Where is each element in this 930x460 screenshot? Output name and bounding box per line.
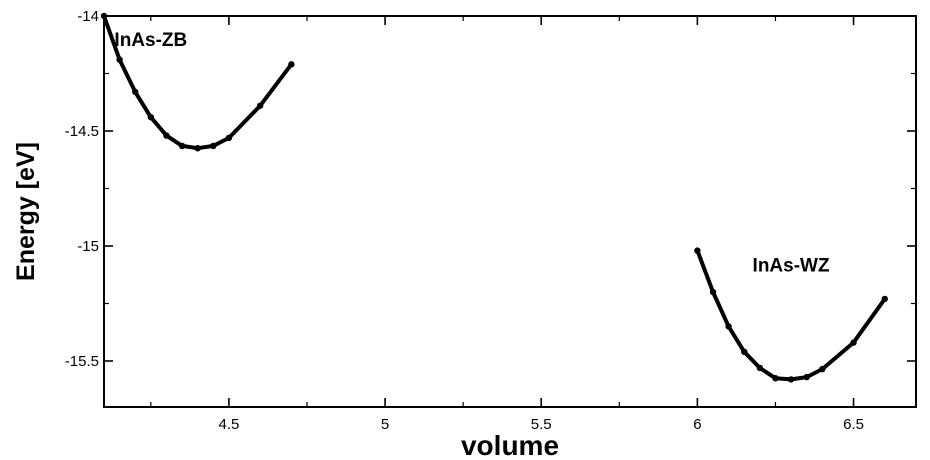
y-tick-label: -14 — [77, 8, 99, 25]
plot-area — [103, 15, 917, 408]
data-point — [194, 145, 201, 152]
data-point — [709, 288, 717, 296]
y-tick-label: -15 — [77, 238, 99, 255]
data-point — [163, 132, 170, 139]
y-tick-label: -15.5 — [65, 353, 99, 370]
data-point — [850, 339, 857, 346]
x-tick-label: 6.5 — [843, 416, 864, 433]
series-annotation: InAs-ZB — [114, 30, 187, 51]
data-point — [741, 348, 748, 355]
x-tick-label: 6 — [693, 416, 701, 433]
data-point — [819, 365, 826, 373]
data-point — [256, 102, 264, 109]
data-point — [803, 373, 810, 381]
plot-frame — [103, 15, 917, 408]
data-point — [132, 88, 139, 96]
data-point — [288, 61, 295, 68]
y-axis-label: Energy [eV] — [12, 142, 40, 281]
data-point — [147, 114, 155, 121]
data-point — [210, 142, 217, 150]
x-tick-label: 5 — [381, 416, 389, 433]
series-annotation: InAs-WZ — [753, 255, 830, 276]
data-point — [787, 376, 795, 383]
data-point — [772, 375, 779, 382]
data-point — [694, 247, 701, 254]
data-point — [725, 323, 732, 330]
data-point — [881, 295, 888, 303]
data-point — [225, 134, 233, 142]
y-tick-label: -14.5 — [65, 123, 99, 140]
data-point — [178, 142, 186, 150]
x-axis-ticks: 4.5 5 5.5 6 6.5 — [150, 16, 864, 433]
annotations: InAs-ZB InAs-WZ — [114, 30, 830, 276]
y-axis-ticks: -14 -14.5 -15 -15.5 — [65, 8, 916, 370]
x-tick-label: 4.5 — [218, 416, 239, 433]
x-axis-label: volume — [461, 430, 559, 460]
data-point — [756, 364, 764, 372]
x-tick-label: 5.5 — [531, 416, 552, 433]
data-point — [116, 56, 123, 63]
series-layer — [100, 12, 888, 383]
